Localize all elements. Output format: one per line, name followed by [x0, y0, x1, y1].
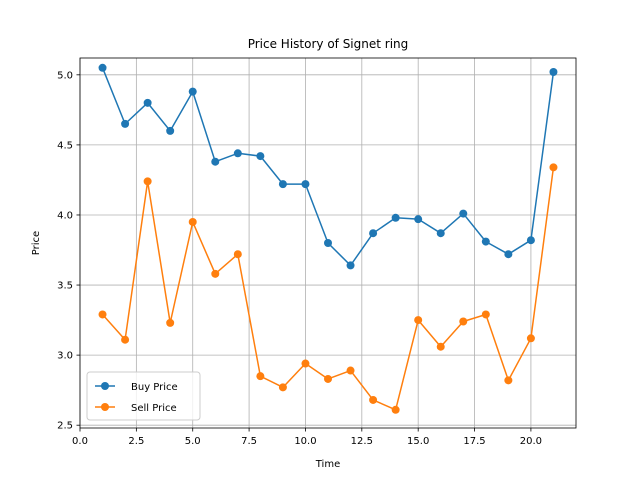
buy-price-point [233, 149, 242, 158]
y-tick-label: 4.5 [57, 140, 73, 151]
plot-frame [79, 57, 577, 429]
sell-price-point [143, 177, 152, 186]
y-tick-label: 5.0 [57, 70, 73, 81]
sell-price-point [324, 374, 332, 383]
x-tick-label: 7.5 [241, 436, 257, 447]
sell-price-point [436, 342, 445, 351]
sell-price-point [166, 318, 175, 327]
x-tick-label: 15.0 [407, 436, 429, 447]
x-tick-label: 20.0 [520, 436, 542, 447]
buy-price-point [436, 229, 445, 238]
buy-price-point [324, 239, 332, 247]
buy-price-line [101, 67, 555, 267]
sell-price-point [549, 163, 558, 172]
sell-price-point [188, 217, 197, 226]
sell-price-point [121, 335, 130, 344]
buy-price-point [211, 157, 220, 166]
buy-price-point [549, 68, 558, 77]
legend-buy-marker [101, 382, 109, 390]
legend-box [86, 371, 201, 421]
sell-price-point [414, 316, 423, 325]
grid [79, 58, 576, 428]
x-tick-label: 10.0 [294, 436, 316, 447]
sell-price-point [211, 269, 220, 278]
sell-price-point [526, 334, 535, 343]
buy-price-point [459, 209, 468, 218]
sell-price-point [504, 376, 513, 385]
legend-sell-marker [101, 403, 109, 411]
y-axis-label: Price [31, 231, 42, 255]
buy-price-point [188, 87, 197, 96]
sell-price-point [98, 310, 107, 319]
sell-price-point [391, 405, 400, 414]
buy-price-point [143, 98, 152, 107]
y-tick-label: 4.0 [57, 210, 73, 221]
buy-price-point [278, 180, 287, 189]
chart-title: Price History of Signet ring [248, 37, 409, 51]
legend: Buy Price Sell Price [86, 371, 201, 421]
buy-price-point [98, 63, 107, 72]
sell-price-point [301, 359, 310, 368]
buy-price-point [481, 237, 490, 246]
sell-price-point [256, 372, 265, 381]
buy-price-point [391, 213, 400, 222]
buy-price-point [166, 126, 175, 135]
x-tick-label: 0.0 [72, 436, 88, 447]
x-tick-label: 5.0 [185, 436, 201, 447]
y-tick-label: 2.5 [57, 421, 73, 432]
sell-price-point [233, 250, 242, 259]
y-tick-label: 3.5 [57, 281, 73, 292]
buy-price-point [301, 180, 310, 189]
y-tick-label: 3.0 [57, 351, 73, 362]
x-tick-label: 2.5 [128, 436, 144, 447]
buy-price-point [256, 152, 265, 161]
legend-sell-label: Sell Price [131, 403, 177, 414]
x-tick-label: 12.5 [351, 436, 373, 447]
x-axis-label: Time [315, 459, 340, 470]
buy-price-point [121, 119, 130, 128]
series-layer [98, 63, 558, 414]
sell-price-point [278, 383, 287, 392]
buy-price-point [504, 250, 513, 259]
sell-price-point [369, 395, 378, 404]
sell-price-point [481, 310, 490, 319]
buy-price-point [346, 261, 355, 270]
buy-price-point [369, 229, 378, 238]
legend-buy-label: Buy Price [131, 382, 178, 393]
x-tick-label: 17.5 [463, 436, 485, 447]
sell-price-point [346, 366, 355, 375]
buy-price-point [414, 215, 423, 224]
sell-price-point [459, 317, 468, 326]
ticks: 0.0 2.5 5.0 7.5 10.0 12.5 15.0 17.5 20.0 2.5 3.0 3.… [57, 70, 542, 447]
buy-price-point [526, 236, 535, 245]
